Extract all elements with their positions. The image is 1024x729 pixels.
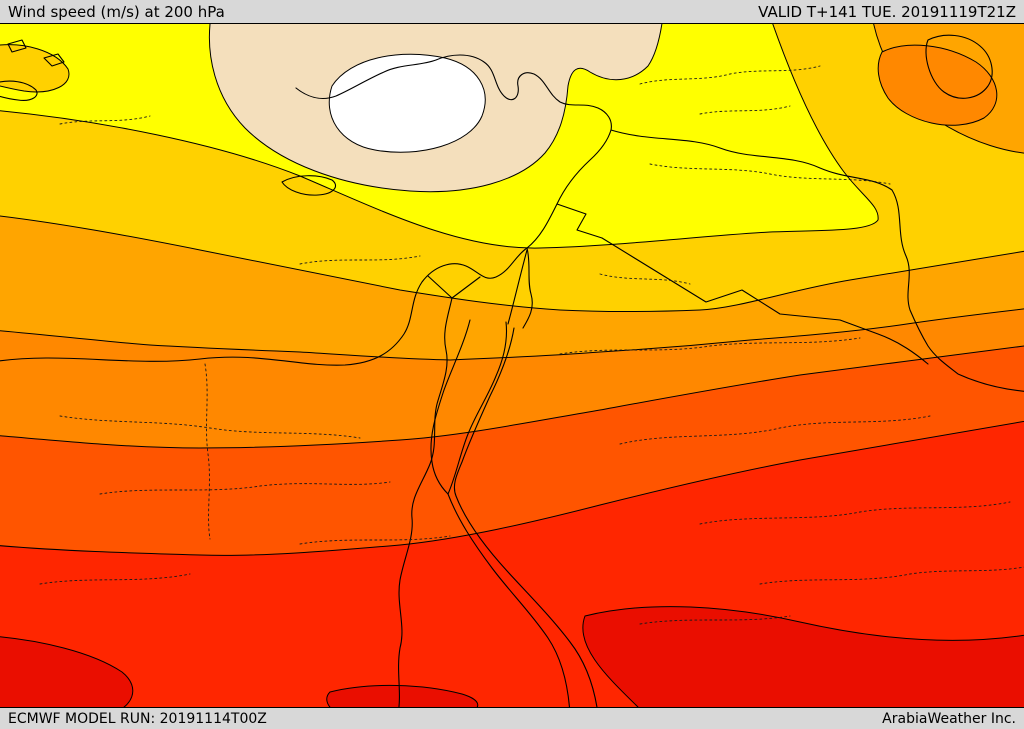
nile-delta-outline xyxy=(427,275,481,299)
model-run-label: ECMWF MODEL RUN: 20191114T00Z xyxy=(8,710,267,727)
band-dark-red-southeast xyxy=(582,606,1024,707)
admin-border xyxy=(59,415,361,439)
egypt-israel-border xyxy=(507,249,528,325)
band-dark-red-south-center xyxy=(326,684,479,707)
mediterranean-coastline xyxy=(0,54,612,366)
wind-speed-map xyxy=(0,24,1024,707)
nile-river xyxy=(398,297,453,707)
admin-border xyxy=(599,273,691,285)
aegean-island-2 xyxy=(43,53,65,67)
valid-time-label: VALID T+141 TUE. 20191119T21Z xyxy=(758,2,1016,21)
admin-border xyxy=(759,566,1024,585)
admin-border xyxy=(639,615,791,625)
caspian-coast xyxy=(925,34,993,99)
page-title: Wind speed (m/s) at 200 hPa xyxy=(8,2,225,21)
admin-border xyxy=(649,163,891,185)
band-white-sea xyxy=(328,53,486,153)
admin-border xyxy=(204,363,211,540)
map-footer-bar: ECMWF MODEL RUN: 20191114T00Z ArabiaWeat… xyxy=(0,707,1024,729)
cyprus-island xyxy=(281,175,336,196)
admin-border xyxy=(59,115,151,125)
band-dark-red-southwest xyxy=(0,636,134,707)
map-canvas-container xyxy=(0,24,1024,707)
aegean-island-1 xyxy=(0,80,38,101)
admin-border xyxy=(39,573,191,585)
jordan-rift-line xyxy=(522,247,533,329)
admin-border xyxy=(299,255,421,265)
admin-border xyxy=(699,105,791,115)
map-header-bar: Wind speed (m/s) at 200 hPa VALID T+141 … xyxy=(0,0,1024,24)
red-sea-west-shore xyxy=(447,493,570,707)
levant-borders xyxy=(556,203,603,239)
brand-label: ArabiaWeather Inc. xyxy=(882,710,1016,727)
admin-border xyxy=(559,337,861,355)
turkey-iran-iraq-border xyxy=(610,129,1024,392)
admin-border xyxy=(619,415,931,445)
admin-border xyxy=(299,535,451,545)
coastlines-and-borders xyxy=(0,34,1024,707)
red-sea-east-shore xyxy=(453,327,598,707)
jordan-iraq-saudi-border xyxy=(601,237,929,365)
aegean-island-3 xyxy=(7,39,27,53)
band-gold-streak xyxy=(0,44,70,93)
admin-borders-dotted xyxy=(39,65,1024,625)
admin-border xyxy=(99,481,391,495)
admin-border xyxy=(699,501,1011,525)
admin-border xyxy=(639,65,821,85)
